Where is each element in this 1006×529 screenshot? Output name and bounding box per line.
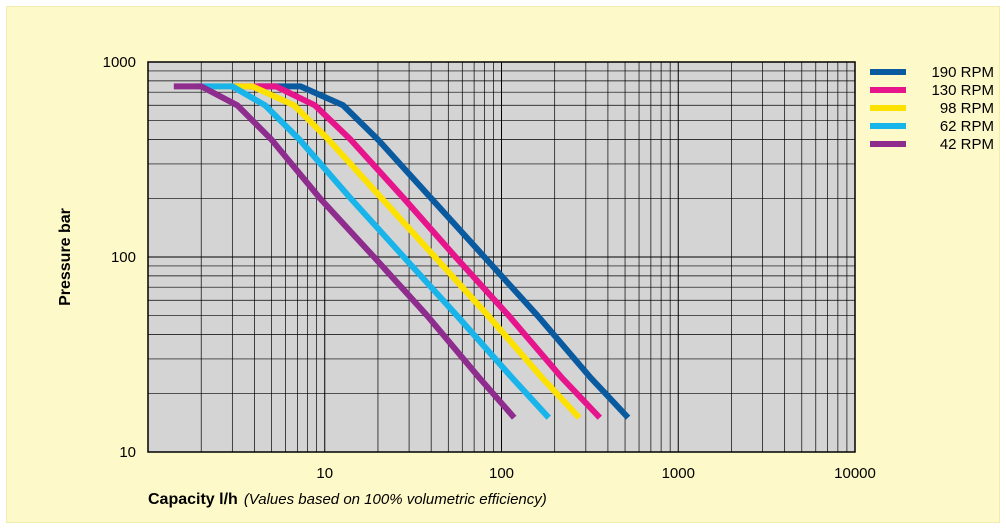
y-tick-label: 100 [111, 249, 136, 266]
plot-border [147, 61, 856, 453]
series-group [173, 83, 631, 420]
series-line-130-rpm [232, 83, 602, 420]
legend-swatch [870, 87, 906, 93]
x-tick-label: 1000 [662, 465, 695, 482]
x-axis-title: Capacity l/h [148, 491, 238, 508]
tick-labels: 10 100 1000 10000 1000 100 10 [103, 54, 876, 482]
legend-label: 130 RPM [931, 82, 994, 99]
x-axis-note: (Values based on 100% volumetric efficie… [244, 491, 547, 508]
legend-label: 98 RPM [940, 100, 994, 117]
series-line-190-rpm [258, 83, 631, 420]
legend-label: 190 RPM [931, 64, 994, 81]
legend-swatch [870, 141, 906, 147]
legend-swatch [870, 123, 906, 129]
y-axis-label: Pressure bar [57, 208, 74, 306]
legend-label: 62 RPM [940, 118, 994, 135]
x-tick-label: 100 [489, 465, 514, 482]
legend-swatch [870, 105, 906, 111]
series-line-98-rpm [208, 83, 582, 420]
y-tick-label: 10 [119, 444, 136, 461]
x-tick-label: 10 [316, 465, 333, 482]
legend-label: 42 RPM [940, 136, 994, 153]
series-line-42-rpm [173, 83, 517, 420]
legend-swatch [870, 69, 906, 75]
series-line-62-rpm [197, 83, 551, 420]
y-tick-label: 1000 [103, 54, 136, 71]
x-axis-label: Capacity l/h (Values based on 100% volume… [148, 491, 547, 508]
x-tick-label: 10000 [834, 465, 876, 482]
